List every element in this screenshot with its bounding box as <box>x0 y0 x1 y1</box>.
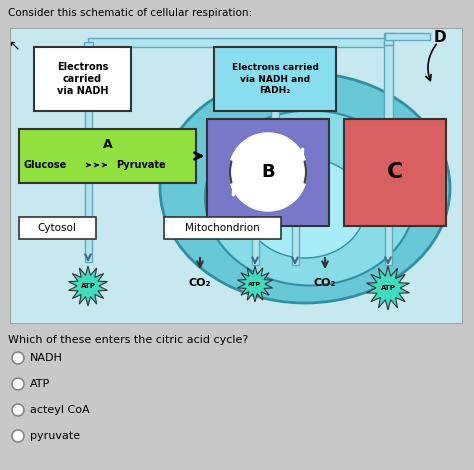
FancyBboxPatch shape <box>384 110 392 120</box>
Text: D: D <box>434 31 447 46</box>
Circle shape <box>230 134 306 210</box>
FancyBboxPatch shape <box>88 38 388 47</box>
Text: Cytosol: Cytosol <box>37 223 76 233</box>
FancyBboxPatch shape <box>207 119 329 226</box>
Text: Electrons
carried
via NADH: Electrons carried via NADH <box>57 62 108 96</box>
Text: A: A <box>103 138 112 150</box>
FancyBboxPatch shape <box>292 225 299 265</box>
Text: ↖: ↖ <box>8 38 20 52</box>
FancyBboxPatch shape <box>384 33 393 45</box>
Text: Electrons carried
via NADH and
FADH₂: Electrons carried via NADH and FADH₂ <box>232 63 319 94</box>
Text: acteyl CoA: acteyl CoA <box>30 405 90 415</box>
Text: CO₂: CO₂ <box>189 278 211 288</box>
Text: ATP: ATP <box>248 282 262 287</box>
FancyBboxPatch shape <box>385 33 430 40</box>
FancyBboxPatch shape <box>19 129 196 183</box>
Text: C: C <box>387 163 403 182</box>
FancyBboxPatch shape <box>164 217 281 239</box>
Circle shape <box>12 404 24 416</box>
FancyBboxPatch shape <box>344 119 446 226</box>
FancyBboxPatch shape <box>84 42 93 100</box>
FancyBboxPatch shape <box>384 42 393 120</box>
Text: Mitochondrion: Mitochondrion <box>185 223 259 233</box>
FancyBboxPatch shape <box>19 217 96 239</box>
Text: B: B <box>261 163 275 181</box>
Text: Consider this schematic of cellular respiration:: Consider this schematic of cellular resp… <box>8 8 252 18</box>
Polygon shape <box>366 266 410 310</box>
FancyBboxPatch shape <box>271 110 279 120</box>
Ellipse shape <box>205 110 415 285</box>
Ellipse shape <box>245 158 365 258</box>
Text: pyruvate: pyruvate <box>30 431 80 441</box>
Ellipse shape <box>160 73 450 303</box>
Text: ATP: ATP <box>30 379 50 389</box>
Text: Glucose: Glucose <box>24 160 67 170</box>
FancyBboxPatch shape <box>10 28 462 323</box>
Circle shape <box>12 378 24 390</box>
Polygon shape <box>237 266 273 302</box>
FancyBboxPatch shape <box>34 47 131 111</box>
Polygon shape <box>69 266 108 306</box>
Circle shape <box>12 430 24 442</box>
Text: Which of these enters the citric acid cycle?: Which of these enters the citric acid cy… <box>8 335 248 345</box>
Text: NADH: NADH <box>30 353 63 363</box>
Circle shape <box>12 352 24 364</box>
FancyBboxPatch shape <box>85 110 92 262</box>
Text: Pyruvate: Pyruvate <box>116 160 165 170</box>
Text: CO₂: CO₂ <box>314 278 336 288</box>
FancyBboxPatch shape <box>385 225 392 265</box>
Text: ATP: ATP <box>381 285 395 291</box>
Text: ATP: ATP <box>81 283 95 289</box>
FancyBboxPatch shape <box>214 47 336 111</box>
FancyBboxPatch shape <box>252 225 259 265</box>
